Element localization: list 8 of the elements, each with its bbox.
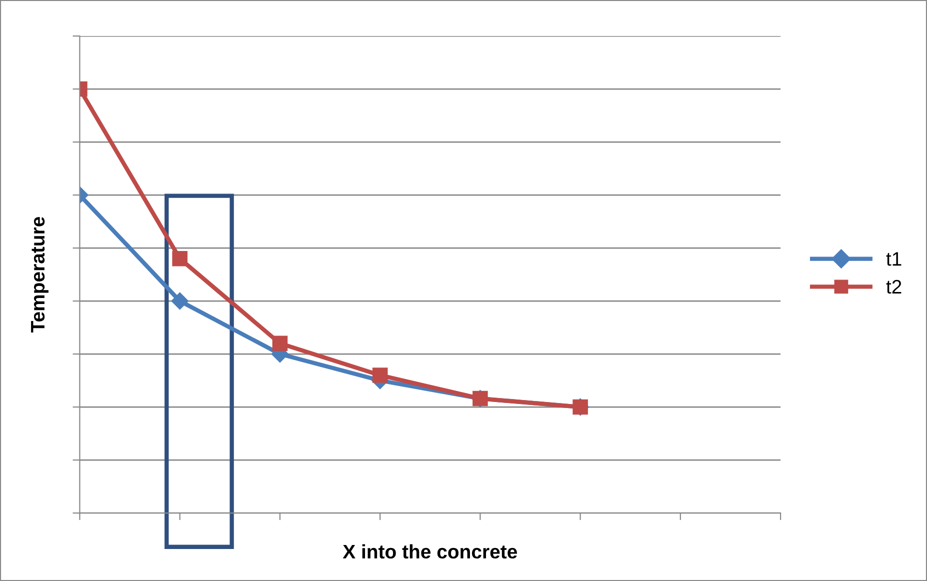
legend-label: t1 (886, 252, 902, 266)
point (171, 292, 188, 310)
point (372, 368, 388, 383)
point (172, 250, 188, 266)
legend-label: t2 (886, 280, 902, 294)
y-axis-title: Temperature (31, 217, 48, 332)
x-axis-title: X into the concrete (342, 544, 517, 559)
point (272, 336, 288, 352)
